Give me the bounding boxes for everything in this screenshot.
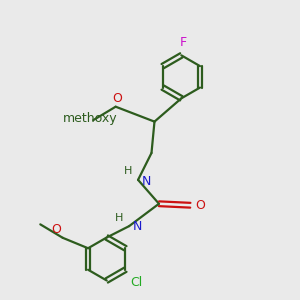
Text: H: H bbox=[123, 167, 132, 176]
Text: methoxy: methoxy bbox=[63, 112, 118, 125]
Text: O: O bbox=[112, 92, 122, 105]
Text: Cl: Cl bbox=[130, 276, 142, 289]
Text: O: O bbox=[51, 223, 61, 236]
Text: O: O bbox=[196, 199, 206, 212]
Text: N: N bbox=[133, 220, 142, 232]
Text: N: N bbox=[142, 175, 151, 188]
Text: H: H bbox=[115, 213, 123, 223]
Text: F: F bbox=[179, 36, 186, 50]
